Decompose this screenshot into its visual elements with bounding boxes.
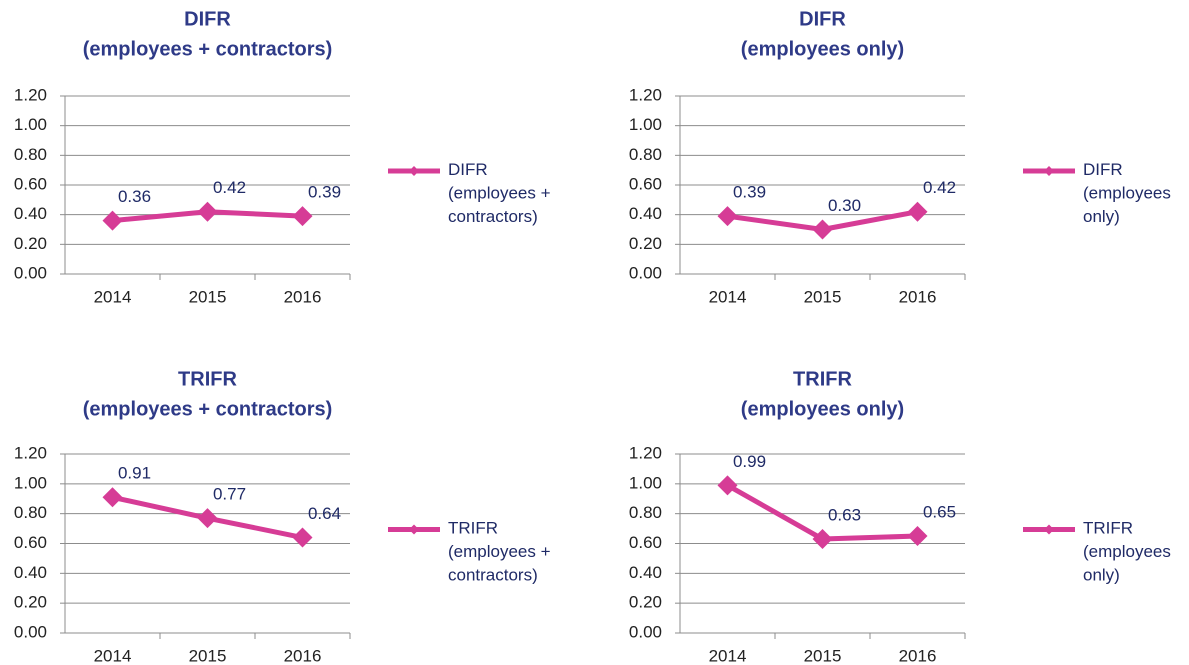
value-label: 0.42 — [213, 178, 246, 197]
marker — [102, 487, 123, 508]
y-tick-label: 1.00 — [14, 473, 47, 492]
y-tick-label: 1.00 — [629, 473, 662, 492]
y-tick-label: 0.60 — [629, 174, 662, 193]
x-tick-label: 2016 — [284, 287, 322, 306]
y-tick-label: 0.80 — [629, 145, 662, 164]
x-tick-label: 2014 — [94, 287, 132, 306]
value-label: 0.64 — [308, 504, 341, 523]
x-tick-label: 2015 — [189, 287, 227, 306]
marker — [907, 526, 928, 547]
y-tick-label: 1.00 — [14, 115, 47, 134]
y-tick-label: 0.60 — [14, 174, 47, 193]
chart: TRIFR (employees only) 0.00 0.20 0.40 0.60 0.8… — [629, 368, 1176, 665]
y-tick-label: 0.00 — [629, 263, 662, 282]
chart-title: (employees only) — [741, 38, 904, 60]
chart: DIFR (employees + contractors) 0.00 0.20 0.4… — [14, 8, 555, 306]
value-label: 0.39 — [733, 183, 766, 202]
y-tick-label: 0.60 — [14, 533, 47, 552]
legend-marker — [1044, 524, 1054, 535]
value-label: 0.36 — [118, 187, 151, 206]
marker — [812, 529, 833, 550]
x-tick-label: 2015 — [189, 646, 227, 665]
x-tick-label: 2015 — [804, 287, 842, 306]
y-tick-label: 0.20 — [14, 593, 47, 612]
legend-marker — [409, 524, 419, 535]
legend-label: DIFR (employees only) — [1083, 160, 1176, 226]
y-tick-label: 0.80 — [629, 503, 662, 522]
legend-label: TRIFR (employees only) — [1083, 519, 1176, 585]
x-tick-label: 2014 — [94, 646, 132, 665]
y-tick-label: 0.80 — [14, 145, 47, 164]
value-label: 0.42 — [923, 178, 956, 197]
marker — [717, 475, 738, 496]
marker — [907, 201, 928, 222]
value-label: 0.39 — [308, 183, 341, 202]
marker — [717, 206, 738, 227]
chart: TRIFR (employees + contractors) 0.00 0.20 0.… — [14, 368, 555, 665]
marker — [197, 508, 218, 529]
x-tick-label: 2016 — [284, 646, 322, 665]
value-label: 0.63 — [828, 506, 861, 525]
y-tick-label: 0.40 — [629, 204, 662, 223]
legend-marker — [409, 166, 419, 176]
y-tick-label: 0.00 — [14, 263, 47, 282]
marker — [102, 210, 123, 231]
y-tick-label: 0.40 — [14, 204, 47, 223]
y-tick-label: 0.00 — [14, 622, 47, 641]
y-tick-label: 1.00 — [629, 115, 662, 134]
chart-title: (employees + contractors) — [83, 398, 333, 420]
legend-marker — [1044, 166, 1054, 176]
legend-label: TRIFR (employees + contractors) — [448, 519, 555, 585]
x-tick-label: 2015 — [804, 646, 842, 665]
chart-title: TRIFR — [178, 368, 237, 390]
marker — [292, 527, 313, 548]
y-tick-label: 0.20 — [14, 234, 47, 253]
marker — [292, 206, 313, 227]
marker — [197, 201, 218, 222]
x-tick-label: 2014 — [709, 287, 747, 306]
x-tick-label: 2016 — [899, 287, 937, 306]
chart-title: DIFR — [184, 8, 231, 30]
chart-title: (employees only) — [741, 398, 904, 420]
legend-label: DIFR (employees + contractors) — [448, 160, 555, 226]
y-tick-label: 1.20 — [629, 443, 662, 462]
y-tick-label: 1.20 — [14, 443, 47, 462]
y-tick-label: 1.20 — [629, 85, 662, 104]
chart: DIFR (employees only) 0.00 0.20 0.40 0.60 0.80… — [629, 8, 1176, 306]
y-tick-label: 0.80 — [14, 503, 47, 522]
chart-title: TRIFR — [793, 368, 852, 390]
y-tick-label: 1.20 — [14, 85, 47, 104]
marker — [812, 219, 833, 240]
value-label: 0.65 — [923, 503, 956, 522]
x-tick-label: 2016 — [899, 646, 937, 665]
y-tick-label: 0.00 — [629, 622, 662, 641]
y-tick-label: 0.20 — [629, 234, 662, 253]
x-tick-label: 2014 — [709, 646, 747, 665]
value-label: 0.30 — [828, 196, 861, 215]
chart-title: (employees + contractors) — [83, 38, 333, 60]
y-tick-label: 0.60 — [629, 533, 662, 552]
value-label: 0.91 — [118, 464, 151, 483]
y-tick-label: 0.20 — [629, 593, 662, 612]
y-tick-label: 0.40 — [14, 563, 47, 582]
value-label: 0.99 — [733, 452, 766, 471]
chart-title: DIFR — [799, 8, 846, 30]
value-label: 0.77 — [213, 485, 246, 504]
y-tick-label: 0.40 — [629, 563, 662, 582]
